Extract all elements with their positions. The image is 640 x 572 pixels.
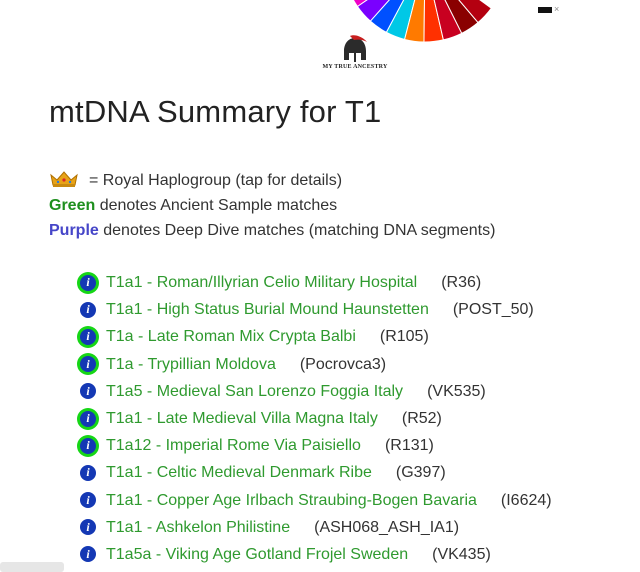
- match-name-link[interactable]: T1a - Late Roman Mix Crypta Balbi: [106, 328, 356, 346]
- match-sample-code: (Pocrovca3): [299, 355, 387, 373]
- match-sample-code: (R36): [441, 274, 482, 291]
- match-name-link[interactable]: T1a5a - Viking Age Gotland Frojel Sweden: [106, 545, 409, 563]
- match-row[interactable]: i T1a - Late Roman Mix Crypta Balbi (R105): [78, 323, 552, 350]
- match-name-link[interactable]: T1a5 - Medieval San Lorenzo Foggia Italy: [106, 382, 404, 400]
- match-row[interactable]: i T1a1 - Copper Age Irlbach Straubing-Bog…: [78, 487, 552, 514]
- match-sample-code: (POST_50): [452, 301, 534, 319]
- match-sample-code: (R52): [401, 409, 442, 427]
- match-sample-code: (R105): [379, 328, 429, 346]
- info-icon[interactable]: i: [80, 492, 96, 509]
- legend-purple-text: denotes Deep Dive matches (matching DNA …: [103, 222, 496, 239]
- match-list: i T1a1 - Roman/Illyrian Celio Military Ho…: [78, 269, 552, 568]
- info-icon-wrap[interactable]: i: [78, 437, 98, 454]
- match-sample-code: (R131): [384, 437, 434, 455]
- match-sample-code: (G397): [395, 464, 446, 482]
- match-row[interactable]: i T1a1 - High Status Burial Mound Haunste…: [78, 296, 552, 323]
- info-icon[interactable]: i: [80, 383, 96, 400]
- spartan-helmet-icon: [344, 35, 367, 62]
- bottom-scroll-bar[interactable]: [0, 562, 64, 572]
- info-icon-wrap[interactable]: i: [78, 356, 98, 373]
- legend: = Royal Haplogroup (tap for details) Gre…: [49, 168, 495, 243]
- info-icon[interactable]: i: [80, 437, 96, 454]
- my-true-ancestry-logo[interactable]: MY TRUE ANCESTRY: [310, 34, 400, 74]
- info-icon[interactable]: i: [80, 301, 96, 318]
- match-name-link[interactable]: T1a1 - Copper Age Irlbach Straubing-Boge…: [106, 491, 477, 509]
- haplogroup-pie-chart: [352, 0, 493, 43]
- legend-purple: Purple denotes Deep Dive matches (matchi…: [49, 218, 495, 243]
- info-icon-wrap[interactable]: i: [78, 492, 98, 509]
- info-icon-wrap[interactable]: i: [78, 328, 98, 345]
- match-row[interactable]: i T1a12 - Imperial Rome Via Paisiello (R13…: [78, 432, 552, 459]
- legend-royal-text: = Royal Haplogroup (tap for details): [89, 172, 343, 189]
- info-icon[interactable]: i: [80, 328, 96, 345]
- match-row[interactable]: i T1a - Trypillian Moldova (Pocrovca3): [78, 351, 552, 378]
- match-row[interactable]: i T1a1 - Late Medieval Villa Magna Italy (…: [78, 405, 552, 432]
- legend-swatch[interactable]: ×: [538, 4, 562, 14]
- crown-icon: [49, 170, 79, 196]
- match-row[interactable]: i T1a5 - Medieval San Lorenzo Foggia Ital…: [78, 378, 552, 405]
- match-name-link[interactable]: T1a1 - Ashkelon Philistine: [106, 518, 291, 536]
- info-icon-wrap[interactable]: i: [78, 301, 98, 318]
- match-sample-code: (VK535): [427, 382, 486, 400]
- match-name-link[interactable]: T1a - Trypillian Moldova: [106, 355, 276, 373]
- logo-text: MY TRUE ANCESTRY: [322, 64, 388, 70]
- info-icon[interactable]: i: [80, 410, 96, 427]
- match-name-link[interactable]: T1a12 - Imperial Rome Via Paisiello: [106, 437, 361, 455]
- match-name-link[interactable]: T1a1 - Celtic Medieval Denmark Ribe: [106, 464, 372, 482]
- match-name-link[interactable]: T1a1 - High Status Burial Mound Haunstet…: [106, 301, 429, 319]
- match-sample-code: (I6624): [500, 491, 552, 509]
- match-name-link[interactable]: T1a1 - Roman/Illyrian Celio Military Hos…: [106, 274, 418, 291]
- legend-green-word: Green: [49, 197, 96, 214]
- legend-purple-word: Purple: [49, 222, 99, 239]
- legend-green-text: denotes Ancient Sample matches: [99, 197, 338, 214]
- legend-green: Green denotes Ancient Sample matches: [49, 193, 495, 218]
- info-icon[interactable]: i: [80, 274, 96, 291]
- info-icon-wrap[interactable]: i: [78, 274, 98, 291]
- legend-royal[interactable]: = Royal Haplogroup (tap for details): [49, 168, 495, 193]
- match-sample-code: (VK435): [432, 545, 491, 563]
- info-icon-wrap[interactable]: i: [78, 410, 98, 427]
- info-icon-wrap[interactable]: i: [78, 519, 98, 536]
- match-row[interactable]: i T1a1 - Roman/Illyrian Celio Military Ho…: [78, 269, 552, 296]
- info-icon[interactable]: i: [80, 519, 96, 536]
- match-sample-code: (ASH068_ASH_IA1): [314, 518, 460, 536]
- info-icon-wrap[interactable]: i: [78, 546, 98, 563]
- match-row[interactable]: i T1a5a - Viking Age Gotland Frojel Swede…: [78, 541, 552, 568]
- pie-slice: [458, 0, 493, 24]
- page-title: mtDNA Summary for T1: [49, 94, 382, 129]
- info-icon-wrap[interactable]: i: [78, 383, 98, 400]
- info-icon[interactable]: i: [80, 464, 96, 481]
- info-icon-wrap[interactable]: i: [78, 464, 98, 481]
- info-icon[interactable]: i: [80, 356, 96, 373]
- match-row[interactable]: i T1a1 - Ashkelon Philistine (ASH068_ASH_I…: [78, 514, 552, 541]
- info-icon[interactable]: i: [80, 546, 96, 563]
- match-row[interactable]: i T1a1 - Celtic Medieval Denmark Ribe (G39…: [78, 459, 552, 486]
- match-name-link[interactable]: T1a1 - Late Medieval Villa Magna Italy: [106, 409, 378, 427]
